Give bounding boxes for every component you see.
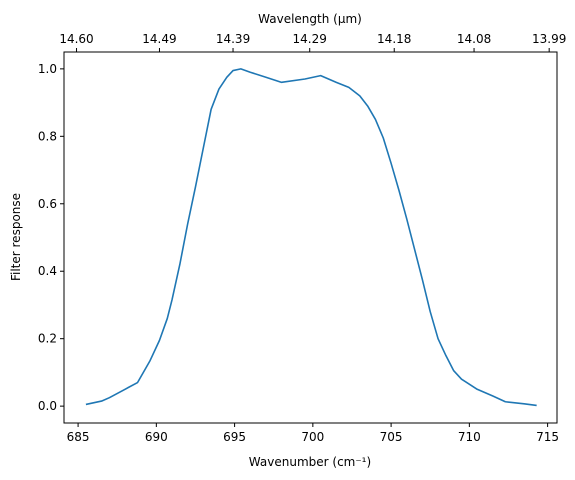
top-tick-label: 14.39 — [216, 32, 250, 46]
top-tick-label: 14.49 — [142, 32, 176, 46]
x-tick-label: 690 — [145, 430, 168, 444]
top-axis-title: Wavelength (μm) — [258, 12, 362, 26]
top-tick-label: 14.60 — [59, 32, 93, 46]
y-tick-label: 1.0 — [38, 62, 57, 76]
x-tick-label: 700 — [301, 430, 324, 444]
y-axis-title: Filter response — [9, 193, 23, 281]
top-tick-label: 14.18 — [377, 32, 411, 46]
y-tick-label: 0.4 — [38, 264, 57, 278]
x-tick-label: 715 — [536, 430, 559, 444]
top-tick-label: 14.08 — [457, 32, 491, 46]
plot-series — [85, 68, 537, 407]
x-tick-label: 710 — [458, 430, 481, 444]
x-tick-label: 695 — [223, 430, 246, 444]
y-tick-label: 0.0 — [38, 399, 57, 413]
top-tick-label: 14.29 — [293, 32, 327, 46]
y-tick-label: 0.6 — [38, 197, 57, 211]
top-tick-label: 13.99 — [532, 32, 566, 46]
y-axis: 0.0 0.2 0.4 0.6 0.8 1.0 — [38, 62, 64, 413]
x-tick-label: 705 — [380, 430, 403, 444]
y-tick-label: 0.2 — [38, 332, 57, 346]
plot-frame — [63, 51, 558, 424]
x-tick-label: 685 — [67, 430, 90, 444]
response-curve — [85, 68, 537, 407]
y-tick-label: 0.8 — [38, 129, 57, 143]
bottom-x-axis: 685 690 695 700 705 710 715 — [67, 423, 559, 444]
x-axis-title: Wavenumber (cm⁻¹) — [249, 455, 371, 469]
top-x-axis: 14.60 14.49 14.39 14.29 14.18 14.08 13.99 — [59, 32, 566, 52]
